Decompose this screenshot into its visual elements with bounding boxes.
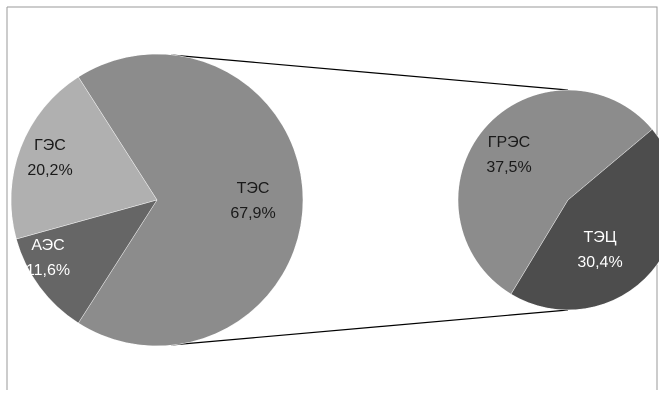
slice-label: ТЭС [237,180,270,197]
breakout-pie-slice [510,128,659,311]
slice-value-label: 67,9% [230,205,275,222]
slice-value-label: 37,5% [486,159,531,176]
slice-value-label: 11,6% [26,262,70,279]
connector-line-top [170,54,569,91]
slice-label: ГЭС [34,137,66,154]
slice-label: ГРЭС [488,134,530,151]
breakout-pie [457,89,659,311]
slice-label: ТЭЦ [583,229,616,246]
slice-value-label: 30,4% [577,254,622,271]
data-labels: ТЭС 67,9% ГЭС 20,2% АЭС 11,6% ГРЭС 37,5% ТЭЦ 30,4… [26,134,623,279]
breakout-pie-slice [457,89,653,295]
slice-label: АЭС [31,237,64,254]
connector-line-bottom [170,309,569,346]
main-pie [10,53,304,347]
main-pie-slice [78,53,304,347]
slice-value-label: 20,2% [27,162,72,179]
main-pie-slice [10,76,158,240]
main-pie-slice [16,199,158,324]
